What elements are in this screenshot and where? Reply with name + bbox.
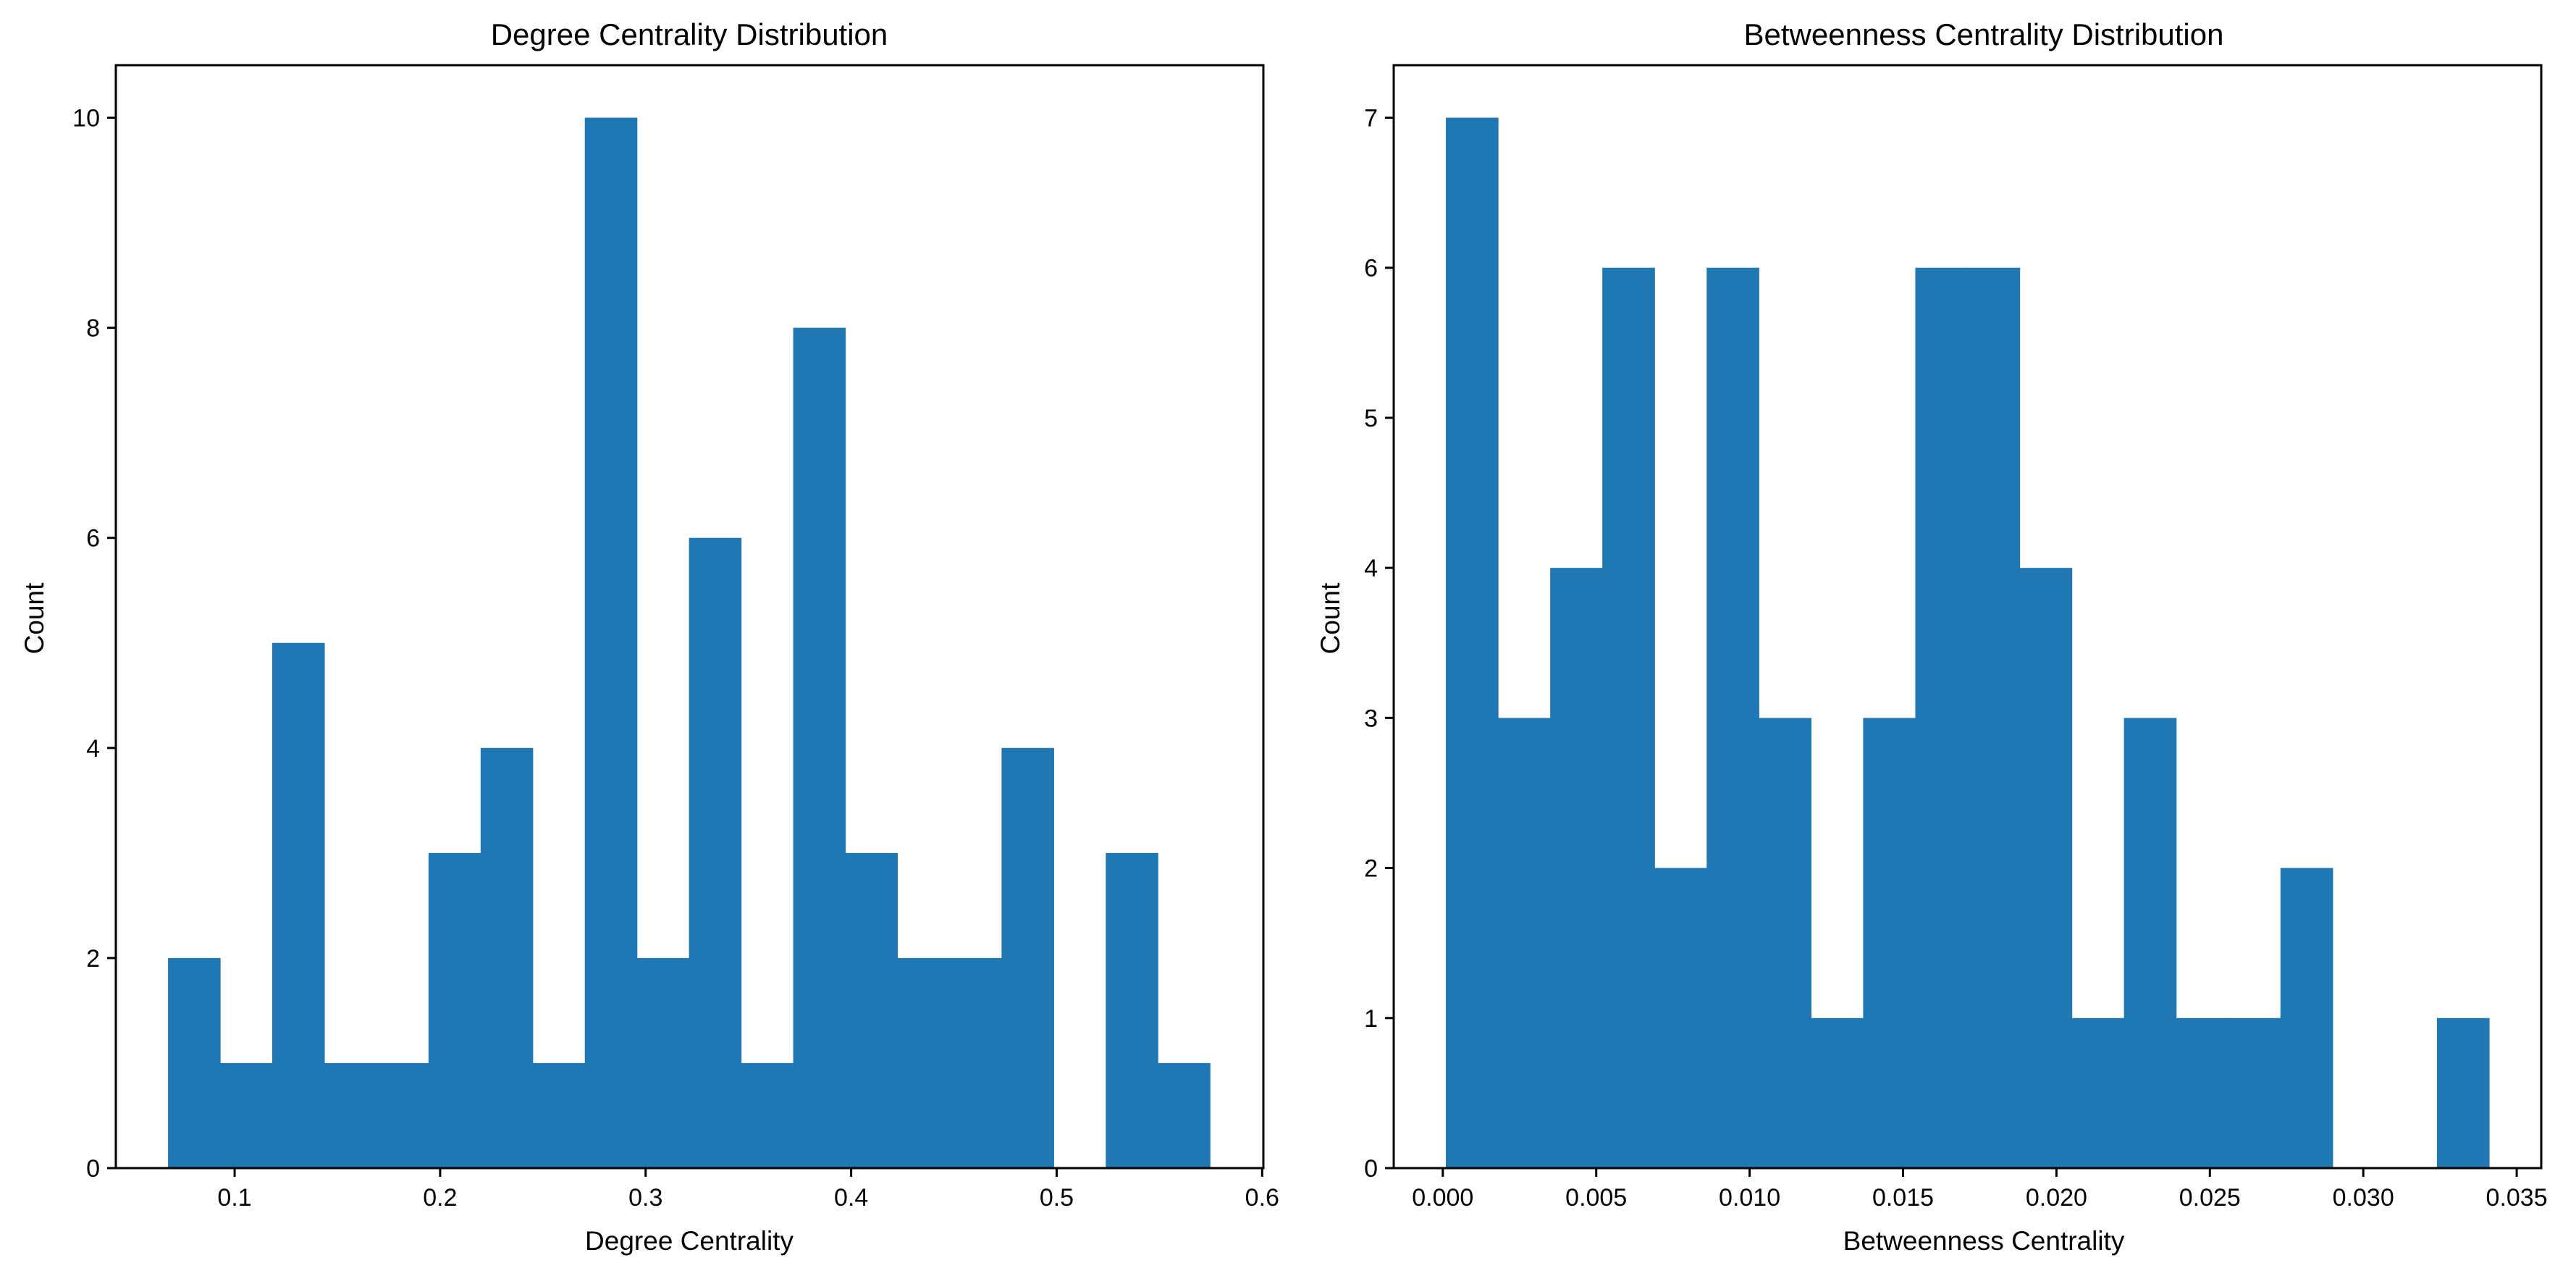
x-tick-label: 0.6	[1245, 1184, 1279, 1212]
y-tick-label: 2	[1364, 855, 1378, 883]
y-tick-label: 6	[1364, 255, 1378, 282]
histogram-bar	[1498, 718, 1551, 1168]
histogram-bar	[1158, 1062, 1211, 1168]
y-tick-label: 10	[72, 105, 100, 133]
x-tick-label: 0.4	[834, 1184, 868, 1212]
y-axis-label: Count	[20, 582, 49, 654]
plot-area-frame	[1392, 64, 2543, 1170]
x-tick-label: 0.020	[2026, 1184, 2087, 1212]
histogram-bar	[2071, 1017, 2125, 1168]
y-tick-label: 3	[1364, 705, 1378, 732]
y-tick-label: 5	[1364, 405, 1378, 432]
betweenness-centrality-histogram: Betweenness Centrality Distribution Betw…	[1316, 17, 2548, 1256]
chart-title: Degree Centrality Distribution	[491, 17, 888, 51]
histogram-bar	[584, 117, 638, 1168]
histogram-bar	[1706, 267, 1759, 1169]
bars	[168, 117, 1211, 1168]
histogram-bar	[2436, 1017, 2490, 1168]
histogram-bar	[1550, 568, 1603, 1168]
histogram-bar	[2228, 1017, 2281, 1168]
y-tick-label: 1	[1364, 1005, 1378, 1033]
histogram-bar	[897, 957, 951, 1168]
histogram-bar	[1654, 868, 1707, 1168]
x-tick-label: 0.025	[2179, 1184, 2241, 1212]
histogram-bar	[1915, 267, 1969, 1169]
y-tick-label: 0	[1364, 1155, 1378, 1183]
histogram-bar	[376, 1062, 429, 1168]
y-tick-label: 0	[86, 1155, 100, 1183]
histogram-bar	[2280, 868, 2333, 1168]
histogram-bar	[1446, 117, 1499, 1168]
histogram-bar	[1811, 1017, 1864, 1168]
histogram-bar	[1001, 747, 1054, 1168]
histogram-bar	[741, 1062, 794, 1168]
histogram-bar	[2123, 718, 2177, 1168]
x-tick-label: 0.015	[1872, 1184, 1934, 1212]
y-tick-label: 4	[1364, 555, 1378, 582]
histogram-bar	[428, 852, 481, 1168]
axis-ticks: 0.000 0.005 0.010 0.015 0.020 0.025 0.030 0.035…	[1364, 105, 2548, 1212]
histogram-bar	[2019, 568, 2073, 1168]
x-axis-label: Degree Centrality	[585, 1226, 794, 1256]
histogram-bar	[324, 1062, 377, 1168]
x-tick-label: 0.030	[2333, 1184, 2394, 1212]
histogram-bar	[1863, 718, 1916, 1168]
bars	[1446, 117, 2490, 1169]
x-tick-label: 0.3	[628, 1184, 662, 1212]
chart-title: Betweenness Centrality Distribution	[1744, 17, 2224, 51]
x-tick-label: 0.010	[1719, 1184, 1780, 1212]
degree-centrality-histogram: Degree Centrality Distribution Degree Ce…	[20, 17, 1279, 1256]
y-axis-label: Count	[1316, 582, 1345, 654]
y-tick-label: 8	[86, 315, 100, 343]
y-tick-label: 2	[86, 945, 100, 973]
x-tick-label: 0.035	[2486, 1184, 2548, 1212]
histogram-bar	[1106, 852, 1158, 1168]
histogram-bar	[793, 327, 846, 1168]
histogram-bar	[689, 537, 742, 1168]
histogram-bar	[1967, 267, 2021, 1169]
histogram-bar	[480, 747, 534, 1168]
x-tick-label: 0.1	[217, 1184, 251, 1212]
x-tick-label: 0.5	[1040, 1184, 1074, 1212]
histogram-bar	[2176, 1017, 2229, 1168]
x-tick-label: 0.005	[1565, 1184, 1627, 1212]
histogram-bar	[1602, 267, 1655, 1169]
y-tick-label: 6	[86, 525, 100, 553]
histogram-bar	[949, 957, 1002, 1168]
histogram-bar	[272, 642, 325, 1168]
histogram-bar	[220, 1062, 273, 1168]
y-tick-label: 7	[1364, 105, 1378, 133]
histogram-bar	[845, 852, 898, 1168]
plot-area-frame	[114, 64, 1265, 1170]
x-tick-label: 0.2	[423, 1184, 457, 1212]
y-tick-label: 4	[86, 735, 100, 763]
x-tick-label: 0.000	[1412, 1184, 1473, 1212]
histogram-bar	[1759, 718, 1811, 1168]
histogram-bar	[168, 957, 221, 1168]
x-axis-label: Betweenness Centrality	[1843, 1226, 2125, 1256]
histogram-bar	[532, 1062, 586, 1168]
axis-ticks: 0.1 0.2 0.3 0.4 0.5 0.6 0 2 4 6 8 10	[72, 105, 1279, 1212]
histogram-bar	[636, 957, 690, 1168]
